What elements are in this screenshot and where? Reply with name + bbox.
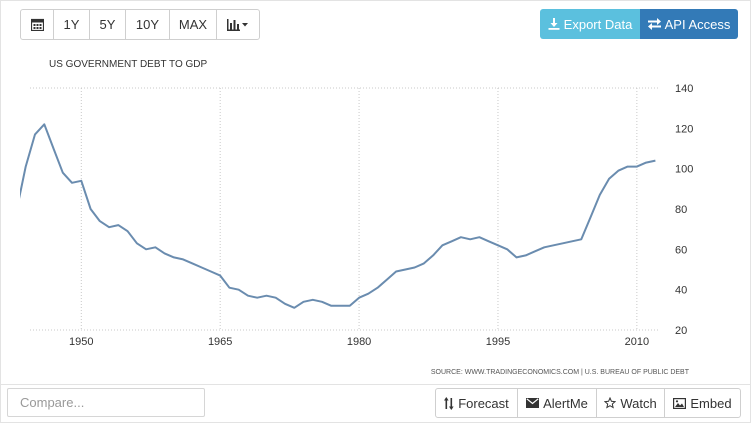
compare-input[interactable] xyxy=(7,388,205,417)
x-tick-label: 1995 xyxy=(486,336,510,348)
watch-label: Watch xyxy=(620,395,657,411)
caret-down-icon xyxy=(242,23,248,27)
y-tick-label: 80 xyxy=(675,204,687,216)
bar-chart-icon xyxy=(227,19,248,31)
download-icon xyxy=(548,18,560,30)
embed-button[interactable]: Embed xyxy=(665,389,740,417)
watch-button[interactable]: Watch xyxy=(597,389,665,417)
alertme-label: AlertMe xyxy=(543,395,588,411)
envelope-icon xyxy=(526,398,540,408)
range-max-button[interactable]: MAX xyxy=(170,10,217,39)
y-tick-label: 120 xyxy=(675,123,693,135)
export-data-label: Export Data xyxy=(563,16,633,32)
calendar-icon xyxy=(30,18,44,31)
chart-area: 20 40 60 80 100 120 140 1950 1965 1980 1995 2010 US … xyxy=(20,44,741,379)
api-access-button[interactable]: API Access xyxy=(640,9,738,39)
y-tick-label: 100 xyxy=(675,164,693,176)
line-chart: 20 40 60 80 100 120 140 1950 1965 1980 1995 2010 US … xyxy=(20,59,693,376)
export-data-button[interactable]: Export Data xyxy=(540,9,640,39)
x-tick-label: 2010 xyxy=(625,336,649,348)
range-button-group: 1Y 5Y 10Y MAX xyxy=(20,9,260,40)
sort-arrows-icon xyxy=(444,396,454,410)
x-tick-label: 1950 xyxy=(69,336,93,348)
y-tick-label: 60 xyxy=(675,244,687,256)
y-tick-label: 20 xyxy=(675,325,687,337)
embed-label: Embed xyxy=(690,395,732,411)
star-icon xyxy=(604,397,617,409)
action-button-group: Forecast AlertMe Watch Embed xyxy=(435,388,741,418)
chart-source: SOURCE: WWW.TRADINGECONOMICS.COM | U.S. … xyxy=(431,369,690,376)
calendar-button[interactable] xyxy=(21,10,54,39)
footer-divider xyxy=(0,384,751,385)
x-tick-label: 1980 xyxy=(347,336,371,348)
forecast-button[interactable]: Forecast xyxy=(436,389,518,417)
series-line xyxy=(20,123,656,309)
chart-title: US GOVERNMENT DEBT TO GDP xyxy=(49,59,208,70)
api-access-label: API Access xyxy=(664,16,731,32)
y-tick-label: 40 xyxy=(675,285,687,297)
forecast-label: Forecast xyxy=(458,395,509,411)
chart-type-button[interactable] xyxy=(217,10,259,39)
range-5y-button[interactable]: 5Y xyxy=(90,10,126,39)
alertme-button[interactable]: AlertMe xyxy=(518,389,597,417)
range-10y-button[interactable]: 10Y xyxy=(126,10,170,39)
y-tick-label: 140 xyxy=(675,83,693,95)
exchange-icon xyxy=(647,18,661,30)
x-tick-label: 1965 xyxy=(208,336,232,348)
image-icon xyxy=(673,397,687,409)
range-1y-button[interactable]: 1Y xyxy=(54,10,90,39)
